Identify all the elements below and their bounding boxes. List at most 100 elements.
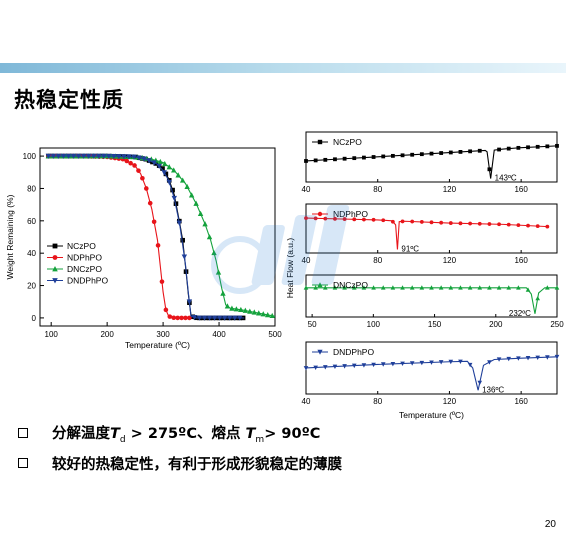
- dsc-point-DNDPhPO: [342, 364, 347, 369]
- dsc-legend-label: NCzPO: [333, 137, 362, 147]
- tga-point-DNDPhPO: [121, 154, 127, 160]
- dsc-legend-marker-NDPhPO: [317, 211, 323, 217]
- dsc-x-tick-label: 80: [373, 185, 382, 194]
- dsc-point-NCzPO: [497, 147, 501, 152]
- tga-y-axis-label: Weight Remaining (%): [5, 194, 15, 279]
- dsc-point-NCzPO: [333, 157, 337, 162]
- dsc-point-NCzPO: [390, 153, 395, 158]
- tga-point-NDPhPO: [124, 158, 130, 164]
- tga-legend-label: NDPhPO: [67, 253, 102, 263]
- tga-series-line-DNCzPO: [48, 155, 276, 317]
- dsc-peak-annotation: 91ºC: [401, 244, 419, 253]
- dsc-point-DNDPhPO: [467, 362, 473, 368]
- dsc-point-DNCzPO: [371, 285, 376, 290]
- bullet-list: 分解温度Td > 275ºC、熔点 Tm> 90ºC 较好的热稳定性，有利于形成…: [18, 418, 342, 478]
- dsc-point-NDPhPO: [516, 223, 521, 228]
- dsc-legend-marker-NCzPO: [317, 139, 323, 145]
- dsc-point-DNCzPO: [554, 285, 560, 290]
- tga-legend-label: DNDPhPO: [67, 276, 108, 286]
- tga-x-tick-label: 100: [45, 330, 59, 339]
- tga-point-DNDPhPO: [75, 153, 82, 159]
- dsc-point-NCzPO: [342, 156, 347, 161]
- dsc-point-NCzPO: [477, 148, 482, 153]
- dsc-point-DNCzPO: [409, 285, 415, 290]
- dsc-point-DNDPhPO: [303, 366, 309, 371]
- tga-point-NDPhPO: [167, 314, 173, 319]
- tga-point-DNDPhPO: [126, 154, 132, 160]
- tga-point-DNDPhPO: [196, 315, 203, 321]
- dsc-point-NCzPO: [526, 145, 530, 150]
- tga-point-DNDPhPO: [161, 170, 167, 176]
- dsc-x-tick-label: 100: [367, 320, 381, 329]
- tga-point-DNCzPO: [220, 290, 226, 296]
- tga-point-DNDPhPO: [221, 315, 228, 321]
- tga-point-DNDPhPO: [151, 160, 157, 166]
- tga-point-DNDPhPO: [70, 153, 77, 159]
- tga-point-DNDPhPO: [232, 315, 238, 321]
- dsc-point-NDPhPO: [487, 222, 492, 226]
- tga-y-tick-label: 20: [27, 282, 36, 291]
- tga-point-DNDPhPO: [50, 153, 57, 159]
- title-bar-accent: [0, 63, 566, 73]
- dsc-panel-frame-DNCzPO: [305, 274, 558, 318]
- dsc-peak-annotation: 232ºC: [509, 309, 531, 318]
- dsc-point-DNCzPO: [535, 295, 540, 301]
- dsc-point-NCzPO: [506, 146, 511, 151]
- dsc-point-DNDPhPO: [458, 359, 463, 364]
- dsc-series-line-NCzPO: [305, 145, 558, 179]
- tga-x-tick-label: 200: [100, 330, 114, 339]
- bullet-box-icon: [18, 458, 28, 468]
- dsc-x-tick-label: 160: [514, 256, 528, 265]
- tga-plot-frame: [39, 147, 276, 327]
- dsc-point-DNCzPO: [361, 285, 367, 290]
- bullet-2-text: 较好的热稳定性，有利于形成形貌稳定的薄膜: [52, 456, 342, 473]
- dsc-point-DNDPhPO: [554, 354, 560, 360]
- tga-point-DNDPhPO: [101, 153, 107, 159]
- tga-chart: 100 200 300 400 500 0 20 40 60 80 100 Temperature (…: [5, 147, 282, 350]
- dsc-x-tick-label: 250: [550, 320, 564, 329]
- dsc-point-NDPhPO: [362, 217, 366, 222]
- tga-point-NDPhPO: [128, 160, 133, 166]
- tga-y-tick-label: 80: [27, 184, 36, 193]
- tga-series-line-DNDPhPO: [48, 155, 245, 319]
- tga-point-NDPhPO: [132, 163, 137, 168]
- dsc-x-axis-label: Temperature (ºC): [399, 410, 464, 420]
- dsc-point-DNCzPO: [303, 285, 309, 290]
- dsc-point-NDPhPO: [410, 219, 415, 224]
- dsc-point-DNDPhPO: [525, 356, 531, 361]
- dsc-point-DNCzPO: [400, 285, 405, 290]
- tga-point-DNDPhPO: [226, 315, 233, 321]
- tga-point-DNDPhPO: [201, 315, 208, 321]
- dsc-point-NCzPO: [545, 144, 550, 149]
- dsc-point-NCzPO: [516, 145, 521, 150]
- dsc-x-tick-label: 80: [373, 256, 382, 265]
- dsc-point-DNCzPO: [506, 285, 512, 290]
- tga-point-DNCzPO: [256, 310, 262, 316]
- tga-series-line-NCzPO: [48, 155, 245, 319]
- tga-point-DNCzPO: [202, 221, 208, 227]
- dsc-point-DNCzPO: [351, 285, 357, 290]
- tga-x-tick-label: 300: [156, 330, 170, 339]
- tga-x-axis-label: Temperature (ºC): [125, 340, 190, 350]
- tga-point-NCzPO: [160, 166, 165, 171]
- tga-legend-marker-NDPhPO: [52, 255, 58, 260]
- tga-point-DNDPhPO: [131, 154, 137, 160]
- tga-y-tick-label: 60: [27, 217, 36, 226]
- dsc-legend-marker-DNCzPO: [317, 282, 323, 288]
- dsc-point-DNCzPO: [380, 285, 386, 290]
- slide-title: 热稳定性质: [14, 88, 124, 112]
- dsc-point-DNDPhPO: [313, 365, 318, 371]
- bullet-1-text: 分解温度Td > 275ºC、熔点 Tm> 90ºC: [52, 425, 321, 445]
- tga-point-NDPhPO: [175, 315, 180, 321]
- dsc-point-DNCzPO: [487, 285, 492, 290]
- tga-point-DNCzPO: [269, 312, 275, 319]
- dsc-point-NDPhPO: [448, 221, 453, 225]
- tga-point-NCzPO: [180, 237, 185, 243]
- tga-point-DNDPhPO: [65, 153, 72, 159]
- tga-point-DNDPhPO: [80, 153, 87, 159]
- tga-point-NDPhPO: [151, 219, 157, 225]
- dsc-y-axis-label: Heat Flow (a.u.): [285, 238, 295, 299]
- dsc-point-DNDPhPO: [332, 364, 338, 370]
- dsc-point-NDPhPO: [381, 218, 386, 223]
- dsc-x-tick-label: 120: [443, 397, 457, 406]
